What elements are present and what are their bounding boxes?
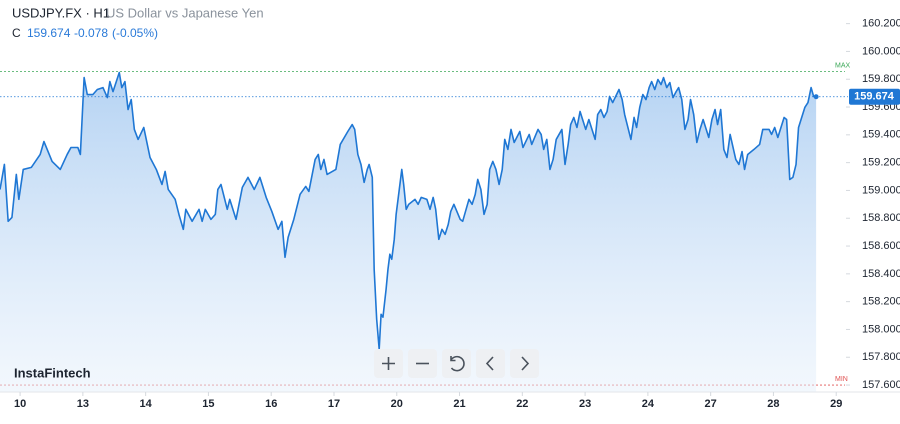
change-percent: (-0.05%) [112, 26, 158, 40]
y-tick-label: 159.800 [862, 73, 900, 85]
x-tick-label: 10 [14, 398, 26, 410]
x-tick-label: 21 [453, 398, 465, 410]
zoom-in-button[interactable] [374, 349, 403, 378]
reference-label: MIN [835, 376, 848, 383]
y-tick-label: 158.400 [862, 268, 900, 280]
x-tick-label: 13 [77, 398, 89, 410]
x-tick-label: 29 [830, 398, 842, 410]
y-tick-label: 157.600 [862, 379, 900, 391]
zoom-out-button[interactable] [408, 349, 437, 378]
scroll-left-button[interactable] [476, 349, 505, 378]
y-tick-label: 159.000 [862, 184, 900, 196]
x-tick-label: 14 [140, 398, 153, 410]
x-tick-label: 27 [705, 398, 717, 410]
y-tick-label: 158.600 [862, 240, 900, 252]
x-tick-label: 17 [328, 398, 340, 410]
y-tick-label: 160.200 [862, 18, 900, 30]
y-tick-label: 158.000 [862, 323, 900, 335]
x-tick-label: 15 [202, 398, 214, 410]
close-value: 159.674 [27, 26, 71, 40]
symbol: USDJPY.FX · H1 [12, 5, 110, 20]
brand: InstaFintech [14, 365, 91, 380]
plot-area [0, 71, 848, 392]
x-tick-label: 23 [579, 398, 591, 410]
price-tag-label: 159.674 [854, 91, 895, 103]
y-tick-label: 158.200 [862, 296, 900, 308]
x-tick-label: 22 [516, 398, 528, 410]
scroll-right-button[interactable] [510, 349, 539, 378]
last-price-dot [813, 94, 819, 100]
y-tick-label: 158.800 [862, 212, 900, 224]
x-tick-label: 16 [265, 398, 277, 410]
description: US Dollar vs Japanese Yen [106, 5, 264, 20]
price-line [0, 71, 817, 350]
x-tick-label: 28 [767, 398, 779, 410]
x-tick-label: 24 [642, 398, 655, 410]
x-tick-label: 20 [391, 398, 403, 410]
reset-button[interactable] [442, 349, 471, 378]
y-tick-label: 159.200 [862, 157, 900, 169]
close-label: C [12, 26, 21, 40]
reference-label: MAX [835, 62, 851, 69]
y-tick-label: 159.400 [862, 129, 900, 141]
y-tick-label: 160.000 [862, 45, 900, 57]
price-tag [849, 88, 900, 105]
area [0, 72, 817, 392]
change: -0.078 [74, 26, 108, 40]
zoom-controls [374, 349, 539, 378]
y-tick-label: 157.800 [862, 351, 900, 363]
